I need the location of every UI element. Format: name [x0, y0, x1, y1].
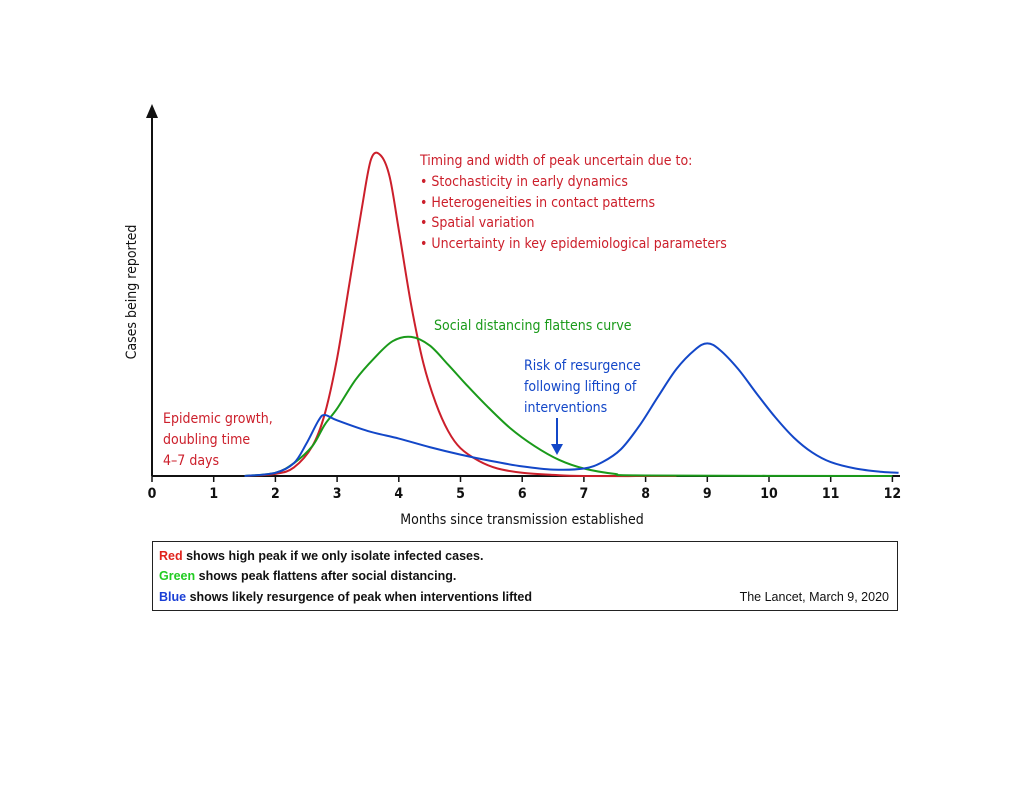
x-tick-label: 12 — [884, 486, 902, 502]
resurgence-line: following lifting of — [524, 379, 637, 395]
x-tick-label: 1 — [209, 486, 218, 502]
legend-red-text: shows high peak if we only isolate infec… — [182, 549, 484, 563]
series-line-resurgence — [244, 342, 899, 477]
x-tick-label: 4 — [394, 486, 403, 502]
x-tick-label: 0 — [148, 486, 157, 502]
resurgence-line: Risk of resurgence — [524, 358, 641, 374]
peak-annotation-bullet: • Spatial variation — [420, 215, 534, 231]
chart: 0 1 2 3 4 5 6 7 8 9 10 11 12 Months since transmissi… — [124, 104, 902, 528]
x-tick-label: 6 — [518, 486, 527, 502]
legend-red-line: Red shows high peak if we only isolate i… — [159, 549, 483, 563]
legend-blue-text: shows likely resurgence of peak when int… — [186, 590, 533, 604]
peak-annotation-bullet: • Heterogeneities in contact patterns — [420, 195, 655, 211]
x-tick-label: 3 — [333, 486, 342, 502]
series-line-social-distancing — [244, 335, 893, 477]
peak-annotation-title: Timing and width of peak uncertain due t… — [419, 153, 692, 169]
growth-line: Epidemic growth, — [163, 411, 273, 427]
series-line-isolation-only — [244, 151, 677, 478]
x-tick-label: 2 — [271, 486, 280, 502]
growth-line: 4–7 days — [163, 453, 219, 469]
x-ticks: 0 1 2 3 4 5 6 7 8 9 10 11 12 — [148, 476, 902, 502]
legend-blue-word: Blue — [159, 590, 187, 604]
x-tick-label: 7 — [580, 486, 589, 502]
x-tick-label: 9 — [703, 486, 712, 502]
peak-annotation-bullet: • Uncertainty in key epidemiological par… — [420, 236, 727, 252]
legend-box: Red shows high peak if we only isolate i… — [152, 541, 898, 611]
y-axis-arrow — [146, 104, 158, 118]
legend-green-line: Green shows peak flattens after social d… — [159, 569, 456, 583]
source-citation: The Lancet, March 9, 2020 — [739, 590, 889, 604]
growth-annotation: Epidemic growth, doubling time 4–7 days — [163, 411, 273, 469]
legend-green-text: shows peak flattens after social distanc… — [195, 569, 457, 583]
legend-red-word: Red — [159, 549, 183, 563]
peak-annotation-bullet: • Stochasticity in early dynamics — [420, 174, 628, 190]
resurgence-annotation: Risk of resurgence following lifting of … — [524, 358, 641, 455]
x-tick-label: 8 — [641, 486, 650, 502]
y-axis-label: Cases being reported — [124, 225, 140, 360]
flatten-annotation: Social distancing flattens curve — [434, 318, 632, 334]
x-tick-label: 10 — [760, 486, 778, 502]
peak-annotation: Timing and width of peak uncertain due t… — [419, 153, 727, 252]
resurgence-arrowhead — [551, 444, 563, 455]
x-tick-label: 11 — [822, 486, 840, 502]
x-axis-label: Months since transmission established — [400, 512, 643, 528]
series-lines — [244, 151, 899, 478]
resurgence-line: interventions — [524, 400, 607, 416]
growth-line: doubling time — [163, 432, 250, 448]
x-tick-label: 5 — [456, 486, 465, 502]
legend-green-word: Green — [159, 569, 196, 583]
legend-blue-line: Blue shows likely resurgence of peak whe… — [159, 590, 532, 604]
